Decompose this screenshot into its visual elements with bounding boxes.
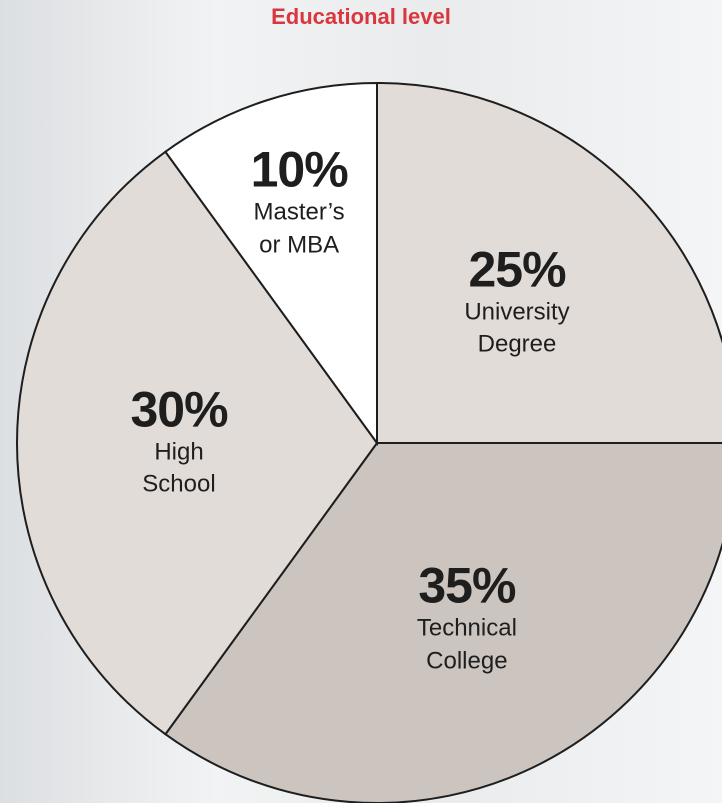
pie-slice bbox=[163, 442, 722, 803]
slice-label: 25% University Degree bbox=[442, 245, 592, 362]
category-label: Master’s or MBA bbox=[253, 198, 345, 259]
chart-title: Educational level bbox=[271, 4, 451, 29]
slice-label: 35% Technical College bbox=[392, 561, 542, 678]
value-label: 30% bbox=[130, 381, 228, 438]
category-label: University Degree bbox=[464, 298, 570, 358]
pie-slice bbox=[16, 150, 379, 736]
slice-label: 30% High School bbox=[119, 385, 239, 502]
pie-slice bbox=[376, 81, 722, 444]
category-label: Technical College bbox=[416, 615, 517, 675]
category-label: High School bbox=[142, 438, 216, 498]
value-label: 10% bbox=[250, 141, 349, 198]
value-label: 35% bbox=[418, 558, 516, 615]
pie-slice bbox=[164, 81, 378, 447]
value-label: 25% bbox=[468, 241, 566, 298]
slice-label: 10% Master’s or MBA bbox=[247, 145, 352, 262]
